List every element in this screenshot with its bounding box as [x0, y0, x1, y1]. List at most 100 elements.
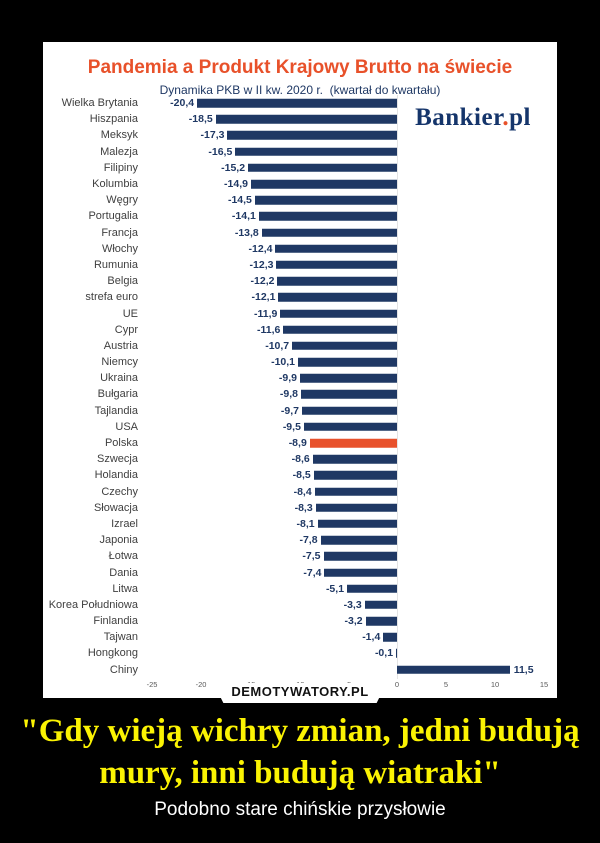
value-label: -17,3 [200, 129, 225, 142]
bar [323, 552, 397, 561]
value-label: -9,8 [279, 388, 298, 401]
category-label: Dania [109, 566, 138, 579]
chart-row: Rumunia -12,3 [43, 257, 557, 273]
bar [314, 487, 397, 496]
bar [315, 503, 397, 513]
category-label: Holandia [94, 469, 138, 482]
bar [250, 179, 397, 189]
value-label: -9,7 [280, 404, 299, 417]
chart-row: Tajwan -1,4 [43, 629, 557, 645]
category-label: Malezja [100, 145, 138, 158]
chart-row: Dania -7,4 [43, 564, 557, 580]
value-label: -14,9 [224, 178, 248, 191]
chart-row: Wielka Brytania -20,4 [43, 95, 557, 111]
value-label: -8,6 [291, 453, 310, 466]
bar [283, 325, 397, 334]
x-tick-label: -25 [146, 680, 158, 689]
chart-row: strefa euro -12,1 [43, 289, 557, 305]
chart-row: Korea Południowa -3,3 [43, 597, 557, 613]
bar [292, 341, 397, 351]
meme-caption: "Gdy wieją wichry zmian, jedni budują mu… [20, 713, 580, 791]
value-label: -1,4 [362, 631, 381, 644]
chart-row: Austria -10,7 [43, 338, 557, 354]
bar [317, 519, 397, 529]
meme-caption-subtitle: Podobno stare chińskie przysłowie [154, 799, 446, 820]
value-label: -3,2 [344, 615, 363, 628]
category-label: Austria [103, 339, 138, 352]
category-label: Hiszpania [89, 113, 138, 126]
category-label: Francja [101, 226, 138, 239]
category-label: Łotwa [108, 550, 138, 563]
category-label: Niemcy [101, 356, 138, 369]
value-label: -8,1 [296, 517, 315, 530]
bar [275, 244, 397, 254]
bar [197, 98, 397, 108]
value-label: -14,5 [227, 194, 252, 207]
category-label: Hongkong [87, 647, 138, 660]
bar [303, 422, 397, 432]
bar [298, 357, 397, 367]
chart-row: Ukraina -9,9 [43, 370, 557, 386]
category-label: Węgry [106, 194, 138, 207]
value-label: -7,8 [299, 534, 318, 547]
category-label: Meksyk [100, 129, 138, 142]
value-label: -13,8 [234, 226, 259, 239]
bar [280, 309, 397, 318]
chart-subtitle: Dynamika PKB w II kw. 2020 r. (kwartał d… [159, 83, 441, 97]
category-label: Włochy [101, 242, 138, 255]
category-label: Litwa [112, 582, 138, 595]
chart-row: Słowacja -8,3 [43, 500, 557, 516]
value-label: -12,3 [249, 258, 274, 271]
category-label: Polska [104, 437, 138, 450]
category-label: Słowacja [93, 501, 138, 514]
chart-row: Francja -13,8 [43, 225, 557, 241]
chart-row: Kolumbia -14,9 [43, 176, 557, 192]
value-label: -7,4 [303, 566, 322, 579]
chart-row: Niemcy -10,1 [43, 354, 557, 370]
chart-row: Portugalia -14,1 [43, 208, 557, 224]
bar [313, 471, 397, 480]
category-label: Ukraina [100, 372, 138, 385]
category-label: Cypr [114, 323, 138, 336]
bankier-logo-suffix: pl [509, 104, 531, 131]
category-label: Belgia [107, 275, 138, 288]
x-tick-label: 0 [394, 680, 400, 689]
category-label: Korea Południowa [48, 598, 138, 611]
bar [364, 600, 397, 610]
chart-row: Włochy -12,4 [43, 241, 557, 257]
chart-row: Węgry -14,5 [43, 192, 557, 208]
bar [320, 535, 397, 545]
value-label: -20,4 [170, 97, 195, 110]
value-label: -14,1 [231, 210, 256, 223]
value-label: -15,2 [221, 161, 246, 174]
bar-highlighted [309, 438, 397, 448]
x-tick-label: 15 [539, 680, 549, 689]
value-label: -12,4 [248, 242, 273, 255]
category-label: USA [115, 420, 138, 433]
value-label: 11,5 [513, 663, 534, 676]
value-label: -9,9 [278, 372, 297, 385]
bankier-logo-text: Bankier [415, 104, 503, 131]
category-label: Chiny [109, 663, 138, 676]
chart-row: Holandia -8,5 [43, 467, 557, 483]
chart-row: Hongkong -0,1 [43, 645, 557, 661]
bar [299, 374, 397, 383]
chart-row: USA -9,5 [43, 419, 557, 435]
chart-row: Belgia -12,2 [43, 273, 557, 289]
value-label: -3,3 [343, 598, 362, 611]
category-label: Portugalia [88, 210, 138, 223]
chart-row: Czechy -8,4 [43, 484, 557, 500]
value-label: -10,1 [271, 356, 296, 369]
bar [278, 293, 397, 302]
value-label: -5,1 [325, 582, 345, 595]
chart-row: Łotwa -7,5 [43, 548, 557, 564]
chart-row: Polska -8,9 [43, 435, 557, 451]
category-label: Tajlandia [94, 404, 138, 417]
category-label: Szwecja [97, 453, 138, 466]
value-label: -8,9 [288, 437, 307, 450]
chart-row: Meksyk -17,3 [43, 127, 557, 143]
value-label: -11,6 [256, 323, 281, 336]
chart-row: Bułgaria -9,8 [43, 386, 557, 402]
chart-row: Chiny 11,5 [43, 662, 557, 678]
